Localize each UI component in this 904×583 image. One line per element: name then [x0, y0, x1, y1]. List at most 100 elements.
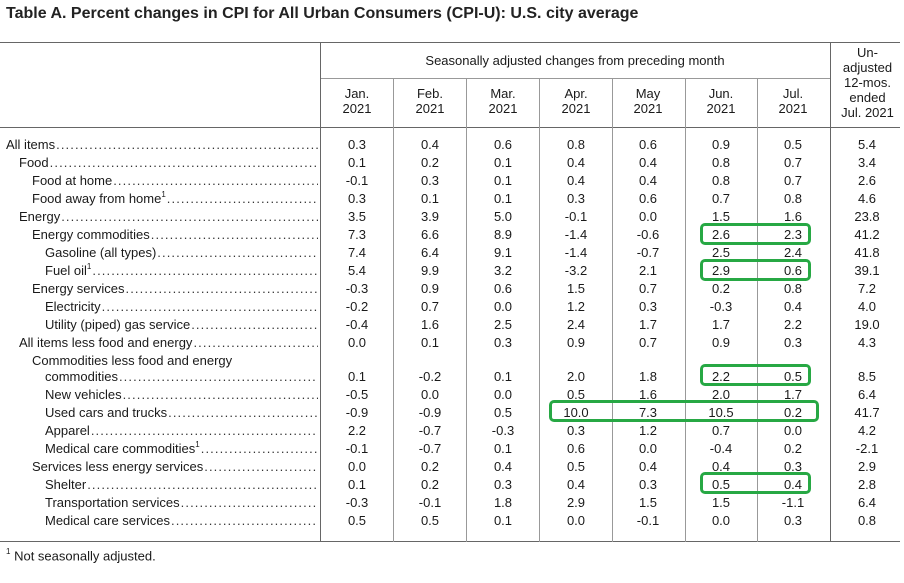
value-cell: 2.9 — [857, 459, 877, 474]
month-label: Jun. — [708, 86, 734, 101]
year-label: 2021 — [706, 101, 736, 116]
value-cell: 0.0 — [638, 441, 658, 456]
leader-dots — [92, 262, 318, 280]
value-cell: 0.5 — [711, 477, 731, 492]
table-row: Food 0.1 0.2 0.1 0.4 0.4 0.8 0.7 3.4 — [0, 154, 904, 172]
month-header: Mar. 2021 — [467, 86, 539, 116]
value-cell: 41.2 — [854, 227, 880, 242]
unadjusted-header-line: Jul. 2021 — [841, 105, 894, 120]
table-row: Energy services -0.3 0.9 0.6 1.5 0.7 0.2 0.8 7.2 — [0, 280, 904, 298]
row-label-text: Used cars and trucks — [45, 404, 167, 422]
value-cell: 0.4 — [566, 155, 586, 170]
value-cell: 0.4 — [493, 459, 513, 474]
value-cell: 0.5 — [493, 405, 513, 420]
value-cell: 0.6 — [493, 137, 513, 152]
value-cell: 8.9 — [493, 227, 513, 242]
value-cell: 2.2 — [783, 317, 803, 332]
row-label-text: Apparel — [45, 422, 90, 440]
highlight-fuel-oil — [700, 259, 811, 281]
unadjusted-header: Un- adjusted 12-mos. ended Jul. 2021 — [831, 45, 904, 120]
value-cell: 1.5 — [566, 281, 586, 296]
value-cell: 0.8 — [566, 137, 586, 152]
row-label-text: Energy commodities — [32, 226, 150, 244]
table-row: Electricity -0.2 0.7 0.0 1.2 0.3 -0.3 0.4 4.0 — [0, 298, 904, 316]
col-divider — [539, 78, 540, 542]
value-cell: 0.3 — [493, 477, 513, 492]
month-label: May — [635, 86, 661, 101]
year-label: 2021 — [778, 101, 808, 116]
value-cell: 0.0 — [638, 209, 658, 224]
value-cell: -1.4 — [564, 245, 588, 260]
value-cell: 0.5 — [420, 513, 440, 528]
value-cell: 0.7 — [638, 281, 658, 296]
value-cell: -0.1 — [345, 173, 369, 188]
table-row: Energy 3.5 3.9 5.0 -0.1 0.0 1.5 1.6 23.8 — [0, 208, 904, 226]
month-label: Mar. — [490, 86, 516, 101]
row-label-value: Fuel oil — [45, 263, 87, 278]
value-cell: -0.1 — [564, 209, 588, 224]
row-label: Energy commodities — [32, 226, 318, 244]
value-cell: 0.9 — [420, 281, 440, 296]
value-cell: 7.2 — [857, 281, 877, 296]
value-cell: 1.5 — [711, 209, 731, 224]
value-cell: -0.7 — [418, 441, 442, 456]
value-cell: 0.0 — [566, 513, 586, 528]
value-cell: 2.6 — [711, 227, 731, 242]
value-cell: 3.5 — [347, 209, 367, 224]
month-header: Feb. 2021 — [394, 86, 466, 116]
value-cell: 0.1 — [420, 191, 440, 206]
value-cell: 0.3 — [347, 191, 367, 206]
value-cell: 0.3 — [566, 191, 586, 206]
leader-dots — [181, 494, 318, 512]
table-row: Services less energy services 0.0 0.2 0.4 0.… — [0, 458, 904, 476]
row-label-text: Energy services — [32, 280, 124, 298]
value-cell: 0.1 — [420, 335, 440, 350]
value-cell: 9.1 — [493, 245, 513, 260]
value-cell: -0.1 — [636, 513, 660, 528]
row-label-value: Medical care services — [45, 513, 170, 528]
value-cell: 0.7 — [711, 191, 731, 206]
table-row: Energy commodities 7.3 6.6 8.9 -1.4 -0.6 2.6 2.… — [0, 226, 904, 244]
row-label-value: Energy commodities — [32, 227, 150, 242]
table-row: All items 0.3 0.4 0.6 0.8 0.6 0.9 0.5 5.4 — [0, 136, 904, 154]
row-label: Food — [19, 154, 318, 172]
row-label-value: Services less energy services — [32, 459, 204, 474]
row-label-value: New vehicles — [45, 387, 122, 402]
value-cell: -0.7 — [418, 423, 442, 438]
value-cell: 0.5 — [783, 137, 803, 152]
unadjusted-header-line: Un- — [857, 45, 878, 60]
leader-dots — [123, 386, 318, 404]
leader-dots — [91, 422, 318, 440]
value-cell: 1.7 — [783, 387, 803, 402]
table-row: Fuel oil1 5.4 9.9 3.2 -3.2 2.1 2.9 0.6 39.1 — [0, 262, 904, 280]
value-cell: -0.3 — [491, 423, 515, 438]
row-label-text: Gasoline (all types) — [45, 244, 156, 262]
value-cell: 2.0 — [711, 387, 731, 402]
value-cell: 1.8 — [638, 369, 658, 384]
table-top-rule — [0, 42, 900, 43]
value-cell: -0.1 — [418, 495, 442, 510]
footnote-mark: 1 — [6, 547, 11, 556]
value-cell: 2.2 — [711, 369, 731, 384]
value-cell: 2.4 — [566, 317, 586, 332]
value-cell: 9.9 — [420, 263, 440, 278]
value-cell: 0.2 — [711, 281, 731, 296]
value-cell: 7.3 — [347, 227, 367, 242]
value-cell: 0.1 — [493, 191, 513, 206]
value-cell: 0.5 — [347, 513, 367, 528]
value-cell: 2.0 — [566, 369, 586, 384]
value-cell: 0.6 — [783, 263, 803, 278]
value-cell: 5.4 — [857, 137, 877, 152]
leader-dots — [102, 298, 318, 316]
row-label: commodities — [45, 368, 318, 386]
value-cell: 2.3 — [783, 227, 803, 242]
leader-dots — [50, 154, 318, 172]
value-cell: 2.6 — [857, 173, 877, 188]
highlight-commodities-less-food-energy — [700, 364, 811, 386]
row-label: Shelter — [45, 476, 318, 494]
value-cell: 3.9 — [420, 209, 440, 224]
value-cell: 0.0 — [783, 423, 803, 438]
row-label-text: Medical care services — [45, 512, 170, 530]
value-cell: 2.9 — [711, 263, 731, 278]
value-cell: 0.4 — [638, 459, 658, 474]
